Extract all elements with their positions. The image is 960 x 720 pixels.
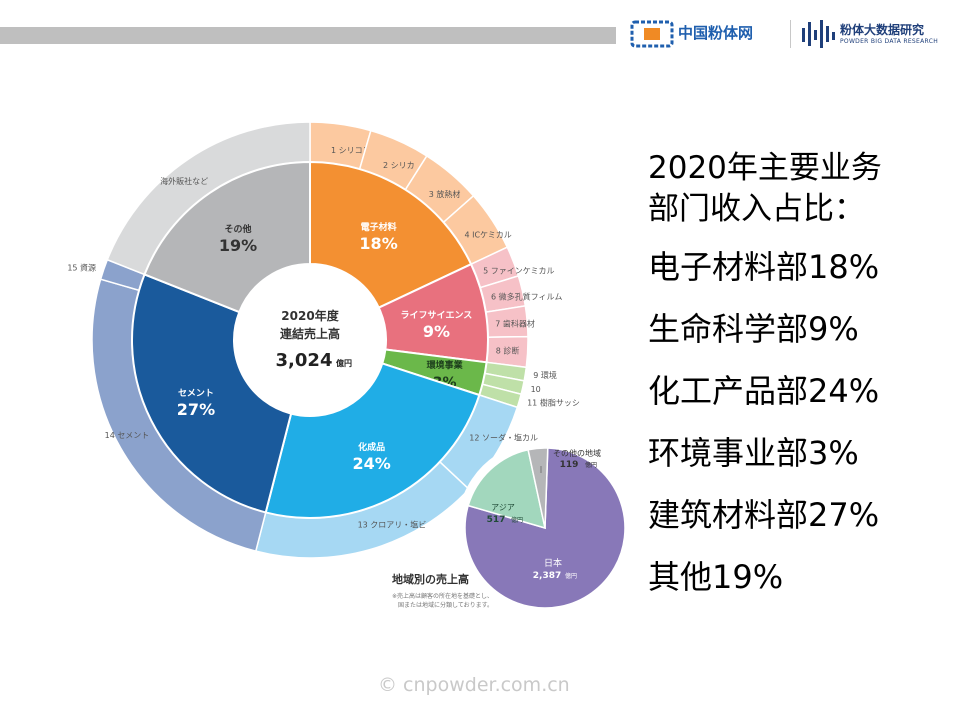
- regional-note: ※売上高は顧客の所在地を基礎とし、: [392, 592, 493, 600]
- cnpowder-logo-icon: [630, 20, 674, 48]
- big-data-logo-icon: [802, 20, 835, 48]
- outer-segment-label: 8 診断: [496, 346, 520, 356]
- inner-segment-value: 18%: [359, 234, 397, 253]
- outer-segment-label: 3 放熱材: [429, 189, 461, 199]
- summary-heading-line2: 部门收入占比：: [648, 191, 865, 227]
- summary-panel: 2020年主要业务 部门收入占比： 电子材料部18% 生命科学部9% 化工产品部…: [648, 148, 882, 608]
- outer-segment-label: 6 微多孔質フィルム: [491, 292, 562, 302]
- inner-segment-label: ライフサイエンス: [401, 310, 473, 321]
- logo-divider: [790, 20, 791, 48]
- summary-heading-line1: 2020年主要业务: [648, 150, 882, 186]
- regional-value: 119: [560, 460, 579, 470]
- outer-segment-label: 4 ICケミカル: [464, 231, 511, 240]
- inner-segment-label: その他: [225, 223, 252, 235]
- regional-note: 国または地域に分類しております。: [398, 601, 493, 609]
- big-data-logo-subtitle: POWDER BIG DATA RESEARCH: [840, 38, 939, 45]
- center-label: 連結売上高: [280, 326, 340, 341]
- center-value: 3,024: [276, 350, 333, 371]
- outer-segment-label: 12 ソーダ・塩カル: [469, 433, 538, 443]
- center-label: 2020年度: [281, 308, 339, 323]
- outer-segment-label: 5 ファインケミカル: [483, 267, 554, 276]
- regional-title: 地域別の売上高: [392, 572, 469, 586]
- regional-unit: 億円: [585, 461, 597, 469]
- header-bar: [0, 27, 616, 44]
- regional-label: その他の地域: [553, 448, 601, 458]
- outer-segment-label: 14 セメント: [105, 431, 150, 440]
- big-data-logo-text: 粉体大数据研究: [840, 23, 925, 37]
- outer-segment-label: 海外販社など: [160, 176, 208, 186]
- outer-segment-label: 13 クロアリ・塩ビ: [358, 519, 427, 529]
- inner-segment-label: 化成品: [358, 441, 385, 453]
- regional-label: 日本: [544, 557, 562, 569]
- inner-segment-value: 24%: [353, 454, 391, 473]
- regional-label: アジア: [491, 503, 515, 512]
- summary-item: 环境事业部3%: [648, 434, 859, 472]
- regional-pie-slice: [527, 447, 549, 529]
- outer-segment-label: 15 資源: [67, 262, 96, 272]
- outer-segment-label: 1 シリコン: [331, 146, 371, 155]
- regional-value: 517: [487, 515, 506, 525]
- outer-segment-label: 10: [531, 385, 541, 394]
- summary-item: 电子材料部18%: [648, 248, 880, 286]
- watermark: © cnpowder.com.cn: [378, 674, 570, 696]
- outer-segment-label: 7 歯科器材: [495, 318, 535, 328]
- center-unit: 億円: [336, 358, 352, 368]
- cnpowder-logo-text: 中国粉体网: [678, 24, 754, 42]
- inner-segment-label: 電子材料: [361, 221, 397, 233]
- inner-segment-label: セメント: [178, 388, 214, 399]
- outer-segment-label: 9 環境: [533, 370, 557, 380]
- summary-item: 其他19%: [648, 558, 784, 596]
- inner-segment-value: 27%: [177, 400, 215, 419]
- donut-center: [234, 264, 386, 416]
- inner-segment-value: 19%: [219, 236, 257, 255]
- summary-item: 生命科学部9%: [648, 310, 859, 348]
- outer-segment-label: 2 シリカ: [383, 161, 415, 170]
- regional-unit: 億円: [565, 572, 577, 580]
- regional-unit: 億円: [511, 516, 523, 524]
- inner-segment-label: 環境事業: [427, 359, 464, 371]
- inner-segment-value: 9%: [423, 322, 450, 341]
- outer-segment-label: 11 樹脂サッシ: [527, 397, 580, 407]
- summary-item: 化工产品部24%: [648, 372, 880, 410]
- regional-pie-slice: [467, 448, 546, 530]
- summary-item: 建筑材料部27%: [648, 496, 880, 534]
- regional-value: 2,387: [533, 571, 561, 581]
